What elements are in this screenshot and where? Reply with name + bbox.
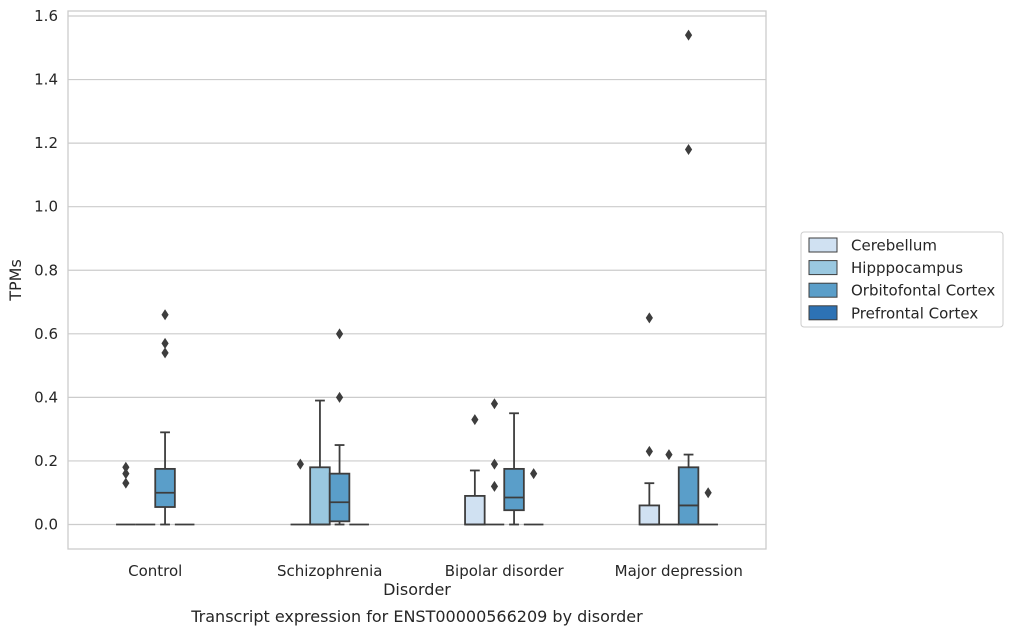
box-cerebellum xyxy=(290,458,311,526)
chart-caption: Transcript expression for ENST0000056620… xyxy=(190,607,643,626)
y-tick-label: 1.6 xyxy=(34,7,58,25)
box-prefrontal-cortex xyxy=(698,487,718,526)
legend-swatch xyxy=(808,282,838,298)
x-tick-label: Schizophrenia xyxy=(277,562,382,580)
y-tick-layer: 0.0 0.2 0.4 0.6 0.8 1.0 1.2 1.4 1.6 xyxy=(34,7,58,534)
legend-label: Orbitofontal Cortex xyxy=(851,282,995,300)
outlier-point xyxy=(161,337,169,349)
box-body xyxy=(503,467,525,512)
outlier-point xyxy=(684,143,693,155)
y-tick-label: 0.6 xyxy=(34,325,58,343)
box-prefrontal-cortex xyxy=(523,468,544,526)
box-orbitofontal-cortex xyxy=(503,412,525,526)
outlier-point xyxy=(296,458,304,470)
y-tick-label: 0.0 xyxy=(34,516,58,534)
box-layer xyxy=(116,29,718,526)
outlier-point xyxy=(490,480,499,492)
box-body xyxy=(677,466,700,526)
box-body xyxy=(154,467,176,508)
legend-items: Cerebellum Hipppocampus Orbitofontal Corte… xyxy=(808,237,995,322)
box-hipppocampus xyxy=(659,449,679,526)
outlier-point xyxy=(122,468,130,480)
outlier-point xyxy=(490,458,499,470)
outlier-point xyxy=(335,328,344,340)
legend-frame xyxy=(800,231,1004,328)
legend-swatch xyxy=(808,260,838,276)
x-tick-label: Bipolar disorder xyxy=(445,562,565,580)
outlier-point xyxy=(684,29,693,41)
outlier-point xyxy=(645,445,653,457)
box-cerebellum xyxy=(116,461,136,526)
box-orbitofontal-cortex xyxy=(677,29,700,526)
y-tick-label: 1.2 xyxy=(34,134,58,152)
y-tick-label: 1.0 xyxy=(34,198,58,216)
box-body xyxy=(328,472,351,523)
x-axis-label: Disorder xyxy=(383,580,451,599)
box-cerebellum xyxy=(464,414,486,526)
outlier-point xyxy=(530,468,538,480)
outlier-point xyxy=(161,347,169,359)
x-tick-label: Control xyxy=(128,562,182,580)
outlier-point xyxy=(335,391,344,403)
legend-swatch xyxy=(808,237,838,253)
outlier-point xyxy=(490,398,499,410)
plot-frame xyxy=(67,10,767,550)
legend: Cerebellum Hipppocampus Orbitofontal Corte… xyxy=(800,231,1004,328)
y-tick-label: 1.4 xyxy=(34,71,58,89)
box-orbitofontal-cortex xyxy=(328,328,351,526)
outlier-point xyxy=(122,477,130,489)
grid-layer xyxy=(68,15,766,526)
box-body xyxy=(464,494,486,526)
outlier-point xyxy=(161,309,169,321)
legend-label: Prefrontal Cortex xyxy=(851,304,978,322)
box-body xyxy=(638,504,661,526)
box-hipppocampus xyxy=(484,398,505,526)
legend-swatch xyxy=(808,305,838,321)
box-orbitofontal-cortex xyxy=(154,309,176,526)
outlier-point xyxy=(665,449,673,461)
box-cerebellum xyxy=(638,312,661,526)
legend-label: Hipppocampus xyxy=(851,259,963,277)
outlier-point xyxy=(471,414,479,426)
outlier-point xyxy=(704,487,712,499)
box-hipppocampus xyxy=(309,399,331,526)
outlier-point xyxy=(122,461,130,473)
y-tick-label: 0.8 xyxy=(34,261,58,279)
outlier-point xyxy=(645,312,653,324)
x-tick-layer: Control Schizophrenia Bipolar disorder Majo… xyxy=(128,562,743,580)
y-tick-label: 0.2 xyxy=(34,452,58,470)
y-axis-label: TPMs xyxy=(6,259,25,302)
x-tick-label: Major depression xyxy=(615,562,743,580)
y-tick-label: 0.4 xyxy=(34,388,58,406)
box-body xyxy=(309,466,331,526)
legend-label: Cerebellum xyxy=(851,237,937,255)
